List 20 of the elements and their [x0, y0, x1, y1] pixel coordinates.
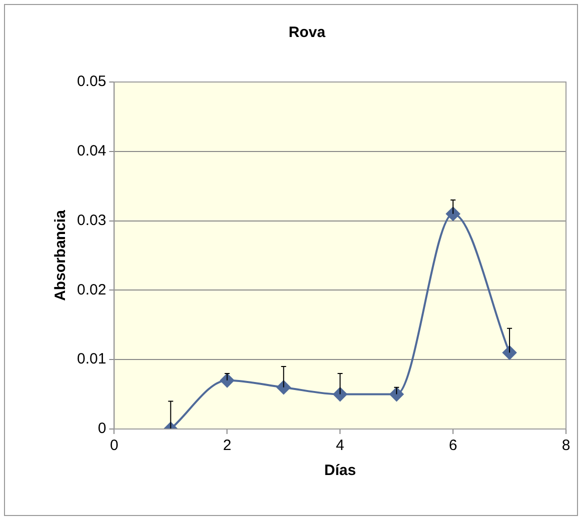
y-axis-title: Absorbancia — [52, 209, 70, 301]
point — [502, 346, 517, 360]
point — [390, 387, 404, 402]
x-axis-title: Días — [324, 462, 356, 480]
y-tick-label: 0.05 — [76, 73, 106, 90]
x-tick-label: 8 — [562, 437, 570, 454]
x-tick-label: 0 — [110, 437, 118, 454]
x-tick-label: 4 — [336, 437, 344, 454]
point — [276, 380, 291, 394]
y-tick-label: 0.01 — [76, 350, 106, 368]
x-tick-label: 2 — [222, 437, 232, 454]
point — [220, 373, 234, 388]
x-tick-label: 6 — [448, 437, 458, 454]
point — [333, 387, 348, 402]
y-tick-label: 0.03 — [76, 212, 106, 229]
y-tick-label: 0 — [98, 420, 106, 438]
point — [446, 206, 460, 221]
y-tick-label: 0.04 — [76, 142, 106, 160]
y-tick-label: 0.02 — [76, 281, 106, 298]
chart-title: Rova — [288, 24, 326, 42]
